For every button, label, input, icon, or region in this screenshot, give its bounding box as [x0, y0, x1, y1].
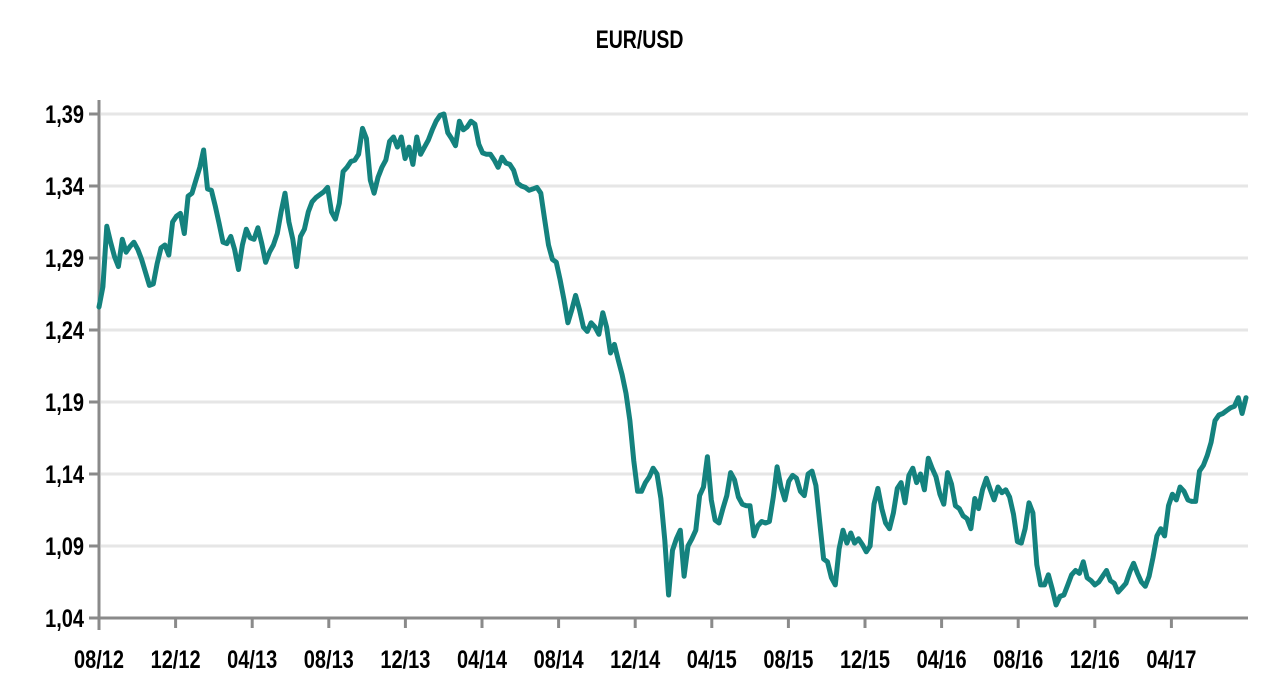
y-tick-label: 1,14	[45, 461, 84, 489]
gridlines	[101, 112, 1248, 548]
x-tick-label: 12/14	[610, 646, 660, 674]
x-tick-label: 12/16	[1070, 646, 1120, 674]
x-tick-label: 04/13	[227, 646, 277, 674]
y-tick-label: 1,04	[45, 605, 84, 633]
y-tick-label: 1,29	[45, 245, 84, 273]
x-tick-label: 04/14	[457, 646, 507, 674]
x-tick-label: 12/13	[380, 646, 430, 674]
x-tick-label: 04/16	[917, 646, 967, 674]
x-tick-label: 04/17	[1146, 646, 1196, 674]
x-tick-label: 08/16	[993, 646, 1043, 674]
x-tick-label: 12/12	[151, 646, 201, 674]
y-tick-label: 1,09	[45, 533, 84, 561]
eur-usd-line	[96, 111, 1249, 608]
chart-title: EUR/USD	[595, 26, 684, 54]
y-tick-label: 1,39	[45, 101, 84, 129]
x-tick-label: 08/13	[304, 646, 354, 674]
x-tick-label: 08/15	[763, 646, 813, 674]
x-tick-label: 04/15	[687, 646, 737, 674]
x-tick-label: 08/14	[534, 646, 584, 674]
y-tick-label: 1,24	[45, 317, 84, 345]
y-axis: 1,04 1,09 1,14 1,19 1,24 1,29 1,34 1,39	[45, 100, 101, 633]
x-tick-label: 08/12	[74, 646, 124, 674]
x-axis: 08/12 12/12 04/13 08/13 12/13 04/14 08/14 12/14…	[74, 616, 1248, 674]
y-tick-label: 1,34	[45, 173, 84, 201]
y-tick-label: 1,19	[45, 389, 84, 417]
x-tick-label: 12/15	[840, 646, 890, 674]
